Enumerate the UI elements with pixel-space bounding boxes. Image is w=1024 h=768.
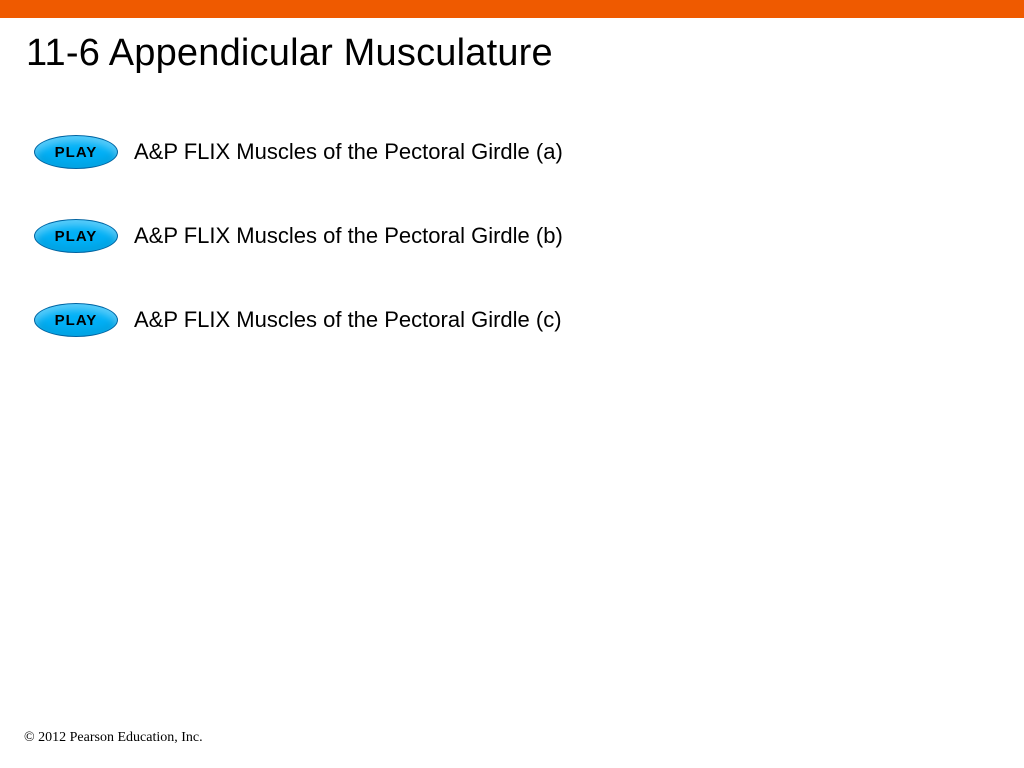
accent-bar	[0, 0, 1024, 18]
copyright-footer: © 2012 Pearson Education, Inc.	[24, 730, 203, 746]
slide-title: 11-6 Appendicular Musculature	[0, 18, 1024, 75]
play-button[interactable]: PLAY	[34, 219, 118, 253]
play-button-label: PLAY	[55, 312, 98, 329]
play-button[interactable]: PLAY	[34, 303, 118, 337]
play-button-label: PLAY	[55, 228, 98, 245]
item-label: A&P FLIX Muscles of the Pectoral Girdle …	[134, 139, 563, 165]
item-label: A&P FLIX Muscles of the Pectoral Girdle …	[134, 223, 563, 249]
play-button-label: PLAY	[55, 144, 98, 161]
item-label: A&P FLIX Muscles of the Pectoral Girdle …	[134, 307, 562, 333]
list-item: PLAY A&P FLIX Muscles of the Pectoral Gi…	[34, 303, 1024, 337]
list-item: PLAY A&P FLIX Muscles of the Pectoral Gi…	[34, 219, 1024, 253]
list-item: PLAY A&P FLIX Muscles of the Pectoral Gi…	[34, 135, 1024, 169]
play-button[interactable]: PLAY	[34, 135, 118, 169]
content-area: PLAY A&P FLIX Muscles of the Pectoral Gi…	[0, 75, 1024, 337]
